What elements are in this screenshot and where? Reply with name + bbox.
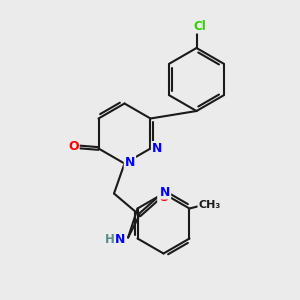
Text: O: O: [158, 190, 169, 204]
Text: N: N: [160, 185, 170, 199]
Text: H: H: [105, 232, 115, 246]
Text: N: N: [125, 155, 135, 169]
Text: N: N: [115, 232, 125, 246]
Text: N: N: [152, 142, 162, 155]
Text: Cl: Cl: [194, 20, 206, 33]
Text: CH₃: CH₃: [199, 200, 221, 210]
Text: O: O: [68, 140, 79, 154]
